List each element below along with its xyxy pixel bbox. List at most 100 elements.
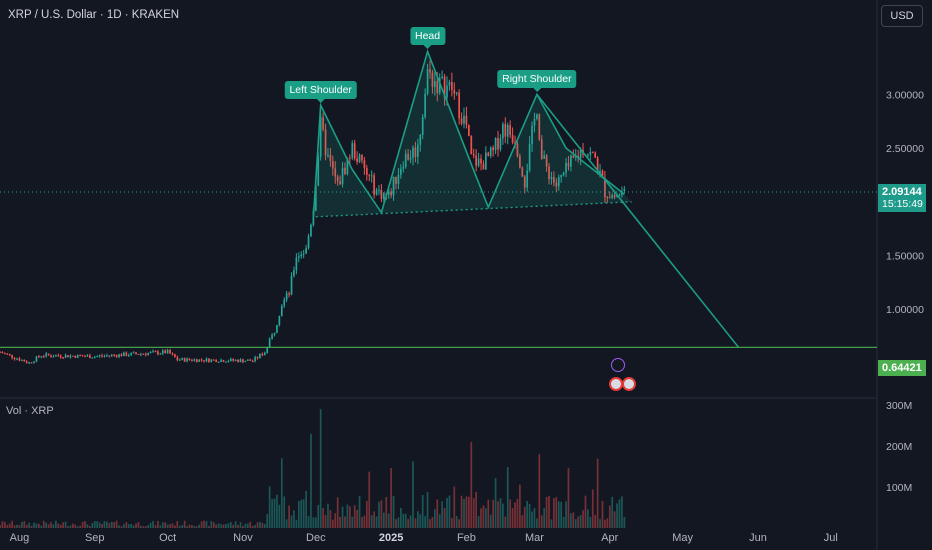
candle xyxy=(327,148,329,158)
candle xyxy=(519,153,521,169)
candle-body xyxy=(152,351,154,353)
candle-body xyxy=(531,125,533,145)
volume-bar xyxy=(480,508,482,528)
lightning-event-icon[interactable] xyxy=(611,358,625,372)
pattern-label[interactable]: Head xyxy=(410,27,446,50)
candle xyxy=(21,359,23,361)
volume-bar xyxy=(448,495,451,528)
volume-bar xyxy=(307,516,310,528)
candle xyxy=(166,348,169,354)
volume-bar xyxy=(147,525,150,528)
candle-body xyxy=(382,193,385,199)
pattern-label[interactable]: Left Shoulder xyxy=(284,81,357,104)
candle-body xyxy=(509,125,512,135)
candle-body xyxy=(217,361,220,363)
candle xyxy=(336,174,339,186)
candle xyxy=(344,162,346,176)
candle-body xyxy=(310,224,312,237)
candle-body xyxy=(336,176,339,182)
candle xyxy=(591,151,594,154)
volume-bar xyxy=(596,458,599,528)
volume-bar xyxy=(402,513,405,528)
volume-bar xyxy=(589,517,592,528)
candle-body xyxy=(59,355,62,358)
volume-bar xyxy=(397,517,400,528)
pattern-label[interactable]: Right Shoulder xyxy=(497,70,577,93)
volume-tick-label: 100M xyxy=(886,482,912,494)
volume-bar xyxy=(591,489,594,528)
volume-bar xyxy=(18,525,21,528)
candle xyxy=(587,153,589,158)
candle-body xyxy=(407,153,409,160)
candle-body xyxy=(392,176,395,196)
candle xyxy=(244,360,247,363)
volume-bar xyxy=(183,520,186,528)
candle xyxy=(123,351,125,357)
candle-body xyxy=(555,182,558,187)
volume-bar xyxy=(115,520,118,528)
candle xyxy=(482,160,485,170)
volume-bar xyxy=(276,494,278,528)
volume-bar xyxy=(594,514,597,528)
candle xyxy=(523,174,526,194)
candle-body xyxy=(528,144,531,171)
candle xyxy=(254,355,256,363)
date-tick-label: Apr xyxy=(601,532,618,544)
candle xyxy=(200,358,203,362)
volume-bar xyxy=(419,514,422,528)
candle-body xyxy=(81,355,84,357)
volume-bar xyxy=(84,521,86,528)
candle xyxy=(509,120,512,139)
candle xyxy=(186,357,188,363)
volume-bar xyxy=(268,486,271,528)
volume-bar xyxy=(166,524,169,528)
candle xyxy=(302,249,305,259)
volume-bar xyxy=(23,521,26,528)
candle xyxy=(113,353,116,357)
volume-bar xyxy=(220,524,222,528)
candle-body xyxy=(232,358,235,361)
volume-bar xyxy=(314,517,317,528)
date-tick-label: Oct xyxy=(159,532,176,544)
volume-bar xyxy=(382,512,385,528)
volume-bar xyxy=(244,523,247,528)
volume-bar xyxy=(399,507,402,528)
volume-bar xyxy=(191,525,193,528)
candle-body xyxy=(441,76,443,78)
volume-bar xyxy=(497,501,499,528)
volume-bar xyxy=(623,516,626,528)
candle xyxy=(42,354,45,358)
candle xyxy=(409,150,412,164)
us-flag-event-icon[interactable] xyxy=(609,377,623,391)
candle-body xyxy=(106,355,108,357)
candle-body xyxy=(227,361,230,363)
volume-bar xyxy=(387,513,390,528)
us-flag-event-icon-2[interactable] xyxy=(622,377,636,391)
volume-bar xyxy=(543,508,546,528)
candle-body xyxy=(550,177,553,180)
candle xyxy=(562,171,565,177)
candle-body xyxy=(259,353,261,359)
volume-bar xyxy=(414,518,417,528)
volume-bar xyxy=(266,513,269,528)
volume-bar xyxy=(385,497,388,528)
volume-bar xyxy=(200,521,203,528)
candle xyxy=(307,233,310,250)
candle xyxy=(212,359,215,361)
volume-bar xyxy=(523,506,526,528)
candle xyxy=(407,148,409,161)
candle xyxy=(431,69,434,94)
volume-bar xyxy=(329,510,332,528)
currency-button[interactable]: USD xyxy=(881,5,923,27)
candle xyxy=(526,163,529,192)
volume-bar xyxy=(89,525,91,528)
candle xyxy=(555,178,558,192)
candle-body xyxy=(144,353,147,355)
volume-bar xyxy=(64,521,67,528)
volume-bar xyxy=(604,519,606,528)
volume-bar xyxy=(341,506,344,528)
candle-body xyxy=(419,134,422,145)
volume-bar xyxy=(234,521,237,528)
candle-body xyxy=(424,93,426,118)
